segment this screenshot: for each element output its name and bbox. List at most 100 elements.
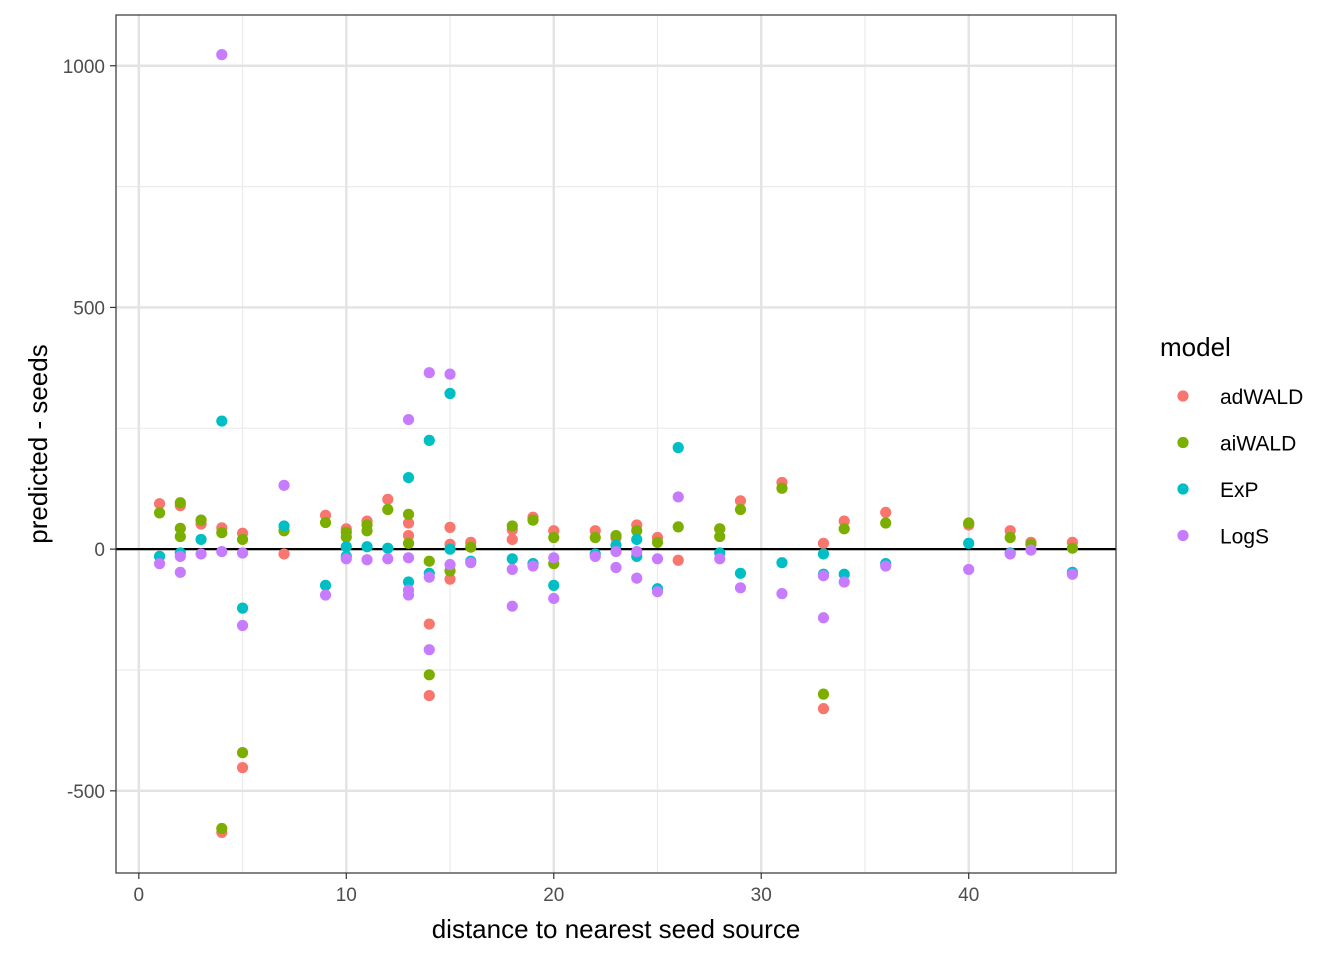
data-point-LogS: [361, 554, 373, 566]
data-point-aiWALD: [319, 516, 332, 529]
data-point-aiWALD: [153, 507, 166, 519]
legend: model adWALD aiWALD ExP LogS: [1160, 332, 1303, 549]
data-point-LogS: [589, 550, 601, 562]
data-point-aiWALD: [236, 747, 249, 759]
data-point-LogS: [506, 600, 518, 612]
data-point-ExP: [216, 415, 228, 427]
data-point-ExP: [817, 548, 830, 560]
data-point-adWALD: [382, 493, 394, 505]
data-point-ExP: [734, 567, 747, 579]
x-axis: 0 10 20 30 40: [134, 873, 979, 906]
data-point-aiWALD: [361, 525, 373, 537]
data-point-adWALD: [236, 762, 249, 774]
data-point-ExP: [340, 541, 352, 553]
data-point-adWALD: [423, 618, 435, 630]
data-point-adWALD: [402, 530, 415, 542]
data-point-ExP: [278, 520, 290, 532]
legend-key-adWALD: [1177, 390, 1189, 402]
data-point-LogS: [423, 644, 435, 656]
data-point-LogS: [817, 612, 830, 624]
data-point-aiWALD: [589, 531, 601, 544]
data-point-aiWALD: [1066, 542, 1079, 554]
data-point-LogS: [216, 545, 228, 558]
data-point-ExP: [672, 442, 684, 454]
data-point-ExP: [402, 576, 415, 588]
data-point-LogS: [548, 592, 560, 605]
plot-panel: [115, 14, 1117, 874]
data-point-aiWALD: [506, 520, 518, 532]
data-points: [153, 49, 1079, 838]
data-point-aiWALD: [672, 521, 684, 533]
data-point-LogS: [714, 553, 726, 565]
data-point-LogS: [174, 566, 186, 578]
data-point-aiWALD: [548, 531, 560, 544]
data-point-LogS: [776, 588, 788, 600]
legend-label-adWALD: adWALD: [1220, 386, 1303, 409]
data-point-aiWALD: [174, 497, 186, 509]
data-point-aiWALD: [631, 525, 643, 537]
x-tick-label: 40: [958, 885, 979, 906]
data-point-adWALD: [880, 506, 892, 518]
y-tick-label: 500: [73, 298, 105, 319]
y-axis: -500 0 500 1000: [63, 57, 116, 803]
data-point-adWALD: [278, 548, 290, 560]
data-point-LogS: [153, 558, 166, 570]
data-point-LogS: [734, 582, 747, 594]
panel-border: [115, 14, 1117, 874]
data-point-LogS: [174, 550, 186, 562]
data-point-LogS: [880, 560, 892, 572]
data-point-ExP: [548, 579, 560, 591]
legend-items: adWALD aiWALD ExP LogS: [1177, 386, 1303, 549]
data-point-LogS: [527, 560, 539, 572]
data-point-LogS: [444, 559, 456, 571]
data-point-LogS: [423, 571, 435, 583]
legend-key-aiWALD: [1177, 436, 1189, 449]
x-tick-label: 20: [543, 885, 564, 906]
data-point-aiWALD: [734, 503, 747, 516]
data-point-ExP: [838, 568, 850, 580]
data-point-adWALD: [402, 517, 415, 529]
data-point-LogS: [817, 570, 830, 582]
minor-gridlines: [116, 15, 1116, 873]
data-point-ExP: [423, 434, 435, 446]
legend-key-LogS: [1177, 529, 1189, 542]
data-point-LogS: [340, 553, 352, 565]
data-point-aiWALD: [651, 536, 664, 548]
data-point-LogS: [1025, 544, 1037, 556]
data-point-LogS: [963, 563, 975, 576]
data-point-LogS: [651, 553, 664, 565]
data-point-LogS: [195, 548, 207, 560]
data-point-LogS: [610, 545, 622, 558]
data-point-adWALD: [444, 521, 456, 533]
data-point-ExP: [402, 471, 415, 484]
legend-key-ExP: [1177, 483, 1189, 495]
data-point-aiWALD: [216, 822, 228, 835]
data-point-LogS: [631, 545, 643, 558]
data-point-aiWALD: [838, 523, 850, 535]
data-point-LogS: [382, 553, 394, 565]
legend-title: model: [1160, 332, 1231, 362]
data-point-ExP: [361, 541, 373, 553]
data-point-ExP: [631, 533, 643, 546]
data-point-LogS: [838, 576, 850, 588]
data-point-LogS: [465, 557, 477, 569]
data-point-aiWALD: [817, 688, 830, 700]
data-point-ExP: [236, 602, 249, 614]
data-point-adWALD: [817, 537, 830, 549]
data-point-aiWALD: [174, 530, 186, 543]
data-point-aiWALD: [527, 514, 539, 526]
x-tick-label: 0: [134, 885, 145, 906]
data-point-aiWALD: [714, 530, 726, 543]
data-point-aiWALD: [465, 541, 477, 553]
data-point-aiWALD: [174, 522, 186, 534]
data-point-aiWALD: [610, 530, 622, 542]
data-point-adWALD: [838, 515, 850, 527]
data-point-aiWALD: [236, 533, 249, 546]
data-point-LogS: [506, 563, 518, 576]
y-tick-label: 1000: [63, 57, 105, 78]
data-point-aiWALD: [714, 523, 726, 535]
data-point-adWALD: [817, 703, 830, 715]
data-point-ExP: [506, 553, 518, 565]
data-point-adWALD: [153, 498, 166, 510]
